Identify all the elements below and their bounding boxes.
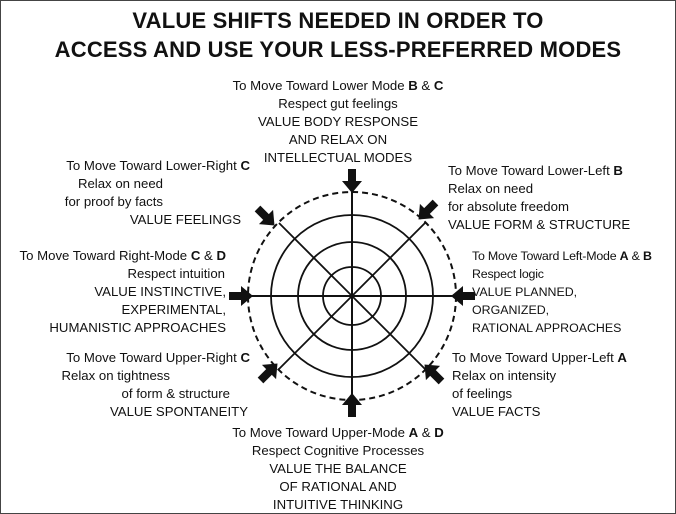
block-line: HUMANISTIC APPROACHES (49, 320, 226, 335)
block-line: INTELLECTUAL MODES (263, 150, 413, 165)
block-line: Relax on need (448, 181, 534, 196)
block-line: VALUE BODY RESPONSE (257, 114, 418, 129)
block-line: for absolute freedom (448, 199, 569, 214)
arrow-icon (342, 169, 362, 193)
block-line: Relax on intensity (452, 368, 557, 383)
heading-text: To Move Toward Upper-Mode (232, 425, 409, 440)
mode-letter: A (408, 425, 419, 440)
block-line: ORGANIZED, (472, 303, 550, 317)
block-lower-left: To Move Toward Lower-Left B Relax on nee… (448, 162, 668, 234)
mode-letter: A (617, 350, 627, 365)
block-upper-mode: To Move Toward Upper-Mode A & D Respect … (188, 424, 488, 514)
block-line: Relax on need (77, 176, 163, 191)
block-line: RATIONAL APPROACHES (472, 321, 622, 335)
block-line: Relax on tightness (61, 368, 171, 383)
block-line: EXPERIMENTAL, (121, 302, 226, 317)
heading-text: To Move Toward Right-Mode (19, 248, 191, 263)
spoke-diagonal-2 (278, 222, 426, 370)
block-heading: To Move Toward Upper-Right C (10, 349, 250, 367)
block-line: INTUITIVE THINKING (272, 497, 404, 512)
block-line: VALUE FORM & STRUCTURE (448, 217, 631, 232)
block-line: VALUE FEELINGS (129, 212, 241, 227)
mode-letter: B (408, 78, 418, 93)
block-heading: To Move Toward Right-Mode C & D (6, 247, 226, 265)
block-line: of form & structure (121, 386, 230, 401)
title-line-1: VALUE SHIFTS NEEDED IN ORDER TO (132, 8, 544, 33)
heading-text: To Move Toward Lower Mode (232, 78, 409, 93)
heading-text: To Move Toward Left-Mode (472, 249, 620, 263)
mode-letter: B (613, 163, 623, 178)
ampersand: & (200, 248, 217, 263)
ampersand: & (418, 425, 435, 440)
block-line: of feelings (452, 386, 513, 401)
arrow-icon (424, 364, 445, 385)
block-line: OF RATIONAL AND (279, 479, 397, 494)
mode-letter: C (240, 158, 250, 173)
arrow-icon (418, 199, 439, 220)
block-lower-mode: To Move Toward Lower Mode B & C Respect … (188, 77, 488, 167)
heading-text: To Move Toward Upper-Left (452, 350, 618, 365)
block-heading: To Move Toward Lower-Left B (448, 162, 668, 180)
heading-text: To Move Toward Lower-Right (66, 158, 241, 173)
block-line: Respect logic (472, 267, 544, 281)
block-heading: To Move Toward Lower Mode B & C (188, 77, 488, 95)
block-line: Respect Cognitive Processes (251, 443, 425, 458)
block-right-mode: To Move Toward Right-Mode C & D Respect … (6, 247, 226, 337)
arrow-icon (254, 205, 275, 226)
block-upper-right: To Move Toward Upper-Right C Relax on ti… (10, 349, 251, 421)
ampersand: & (417, 78, 434, 93)
block-heading: To Move Toward Lower-Right C (10, 157, 250, 175)
mode-letter: D (216, 248, 226, 263)
block-line: VALUE THE BALANCE (269, 461, 407, 476)
block-line: VALUE SPONTANEITY (109, 404, 248, 419)
heading-text: To Move Toward Upper-Right (66, 350, 241, 365)
block-line: VALUE FACTS (452, 404, 541, 419)
block-line: VALUE PLANNED, (472, 285, 578, 299)
mode-letter: C (190, 248, 201, 263)
mode-letter: A (619, 249, 629, 263)
heading-text: To Move Toward Lower-Left (448, 163, 614, 178)
ampersand: & (628, 249, 643, 263)
mode-letter: B (642, 249, 652, 263)
block-heading: To Move Toward Upper-Mode A & D (188, 424, 488, 442)
block-heading: To Move Toward Left-Mode A & B (472, 247, 672, 265)
mode-letter: D (434, 425, 444, 440)
block-upper-left: To Move Toward Upper-Left A Relax on int… (452, 349, 672, 421)
block-line: Respect intuition (127, 266, 226, 281)
block-line: Respect gut feelings (278, 96, 398, 111)
arrow-icon (342, 393, 362, 417)
mode-letter: C (433, 78, 444, 93)
arrow-icon (257, 363, 278, 384)
arrow-icon (451, 286, 475, 306)
title-line-2: ACCESS AND USE YOUR LESS-PREFERRED MODES (54, 37, 622, 62)
block-line: for proof by facts (64, 194, 163, 209)
mode-letter: C (240, 350, 250, 365)
block-lower-right: To Move Toward Lower-Right C Relax on ne… (10, 157, 250, 229)
block-heading: To Move Toward Upper-Left A (452, 349, 672, 367)
block-line: VALUE INSTINCTIVE, (94, 284, 226, 299)
block-line: AND RELAX ON (288, 132, 388, 147)
arrow-icon (229, 286, 253, 306)
block-left-mode: To Move Toward Left-Mode A & B Respect l… (472, 247, 672, 337)
